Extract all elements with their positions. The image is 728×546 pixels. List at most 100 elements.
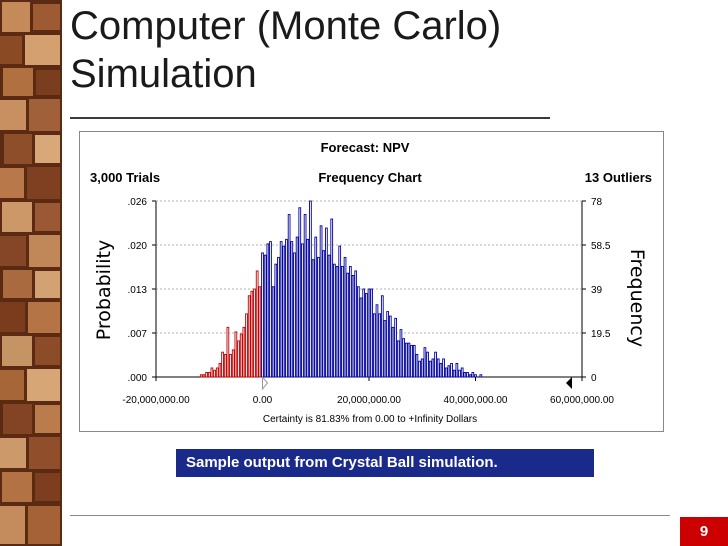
histogram-bar bbox=[202, 374, 206, 378]
histogram-bar bbox=[463, 372, 467, 378]
histogram-bar bbox=[250, 290, 254, 378]
histogram-bar bbox=[247, 295, 251, 378]
histogram-bar bbox=[306, 238, 310, 378]
slide-title: Computer (Monte Carlo) Simulation bbox=[70, 2, 670, 98]
histogram-bar bbox=[362, 288, 366, 378]
left-tick-label: .007 bbox=[128, 329, 148, 340]
histogram-bar bbox=[407, 342, 411, 378]
histogram-bar bbox=[218, 363, 222, 378]
x-tick-label: 20,000,000.00 bbox=[337, 395, 401, 406]
histogram-bar bbox=[474, 374, 477, 378]
histogram-bar bbox=[303, 214, 307, 378]
histogram-bar bbox=[410, 344, 413, 378]
x-tick-label: -20,000,000.00 bbox=[122, 395, 190, 406]
histogram-bar bbox=[205, 372, 208, 378]
histogram-bar bbox=[221, 351, 224, 378]
certainty-text: Certainty is 81.83% from 0.00 to +Infini… bbox=[263, 414, 477, 425]
histogram-bar bbox=[364, 293, 368, 378]
outliers-label: 13 Outliers bbox=[585, 170, 652, 185]
histogram-bar bbox=[418, 360, 421, 378]
histogram-bar bbox=[420, 358, 424, 378]
title-divider bbox=[70, 117, 550, 119]
histogram-bar bbox=[380, 295, 384, 378]
histogram-bar bbox=[466, 372, 469, 378]
histogram-bar bbox=[338, 245, 342, 378]
histogram-bar bbox=[436, 358, 440, 378]
histogram-bar bbox=[229, 353, 232, 378]
histogram-bar bbox=[269, 241, 272, 378]
title-line-2: Simulation bbox=[70, 52, 257, 96]
histogram-bar bbox=[423, 347, 427, 378]
certainty-start-marker[interactable] bbox=[262, 375, 269, 391]
histogram-bar bbox=[301, 243, 304, 378]
histogram-bar bbox=[282, 245, 286, 378]
histogram-bar bbox=[399, 329, 403, 378]
left-tick-label: .026 bbox=[128, 197, 148, 208]
histogram-bar bbox=[468, 374, 472, 378]
certainty-end-marker[interactable] bbox=[566, 377, 572, 389]
right-tick-label: 19.5 bbox=[591, 329, 611, 340]
histogram-bar bbox=[295, 236, 299, 378]
histogram-bar bbox=[434, 351, 437, 378]
histogram-bar bbox=[391, 326, 395, 378]
histogram-bar bbox=[237, 340, 240, 378]
histogram-bar bbox=[285, 238, 288, 378]
histogram-bar bbox=[458, 369, 461, 378]
histogram-bar bbox=[335, 265, 339, 378]
histogram-bar bbox=[404, 342, 408, 378]
histogram-bar bbox=[309, 200, 312, 378]
histogram-bar bbox=[442, 358, 445, 378]
histogram-bar bbox=[402, 338, 405, 378]
histogram-bar bbox=[412, 344, 416, 378]
histogram-bar bbox=[311, 259, 315, 378]
histogram-bar bbox=[314, 236, 318, 378]
caption-box: Sample output from Crystal Ball simulati… bbox=[176, 449, 594, 477]
x-tick-label: 0.00 bbox=[253, 395, 273, 406]
histogram-bar bbox=[447, 365, 451, 378]
histogram-bar bbox=[450, 363, 453, 378]
histogram-bar bbox=[242, 326, 246, 378]
histogram-bar bbox=[271, 286, 275, 378]
histogram-bar bbox=[223, 353, 227, 378]
histogram-bar bbox=[460, 367, 464, 378]
histogram-bar bbox=[455, 363, 459, 378]
left-tick-label: .013 bbox=[128, 285, 148, 296]
histogram-bar bbox=[367, 288, 371, 378]
histogram-bar bbox=[357, 286, 360, 378]
histogram-bar bbox=[428, 360, 432, 378]
histogram-bar bbox=[370, 288, 374, 378]
histogram-bar bbox=[372, 313, 376, 378]
histogram-bar bbox=[479, 374, 483, 378]
histogram-bar bbox=[378, 313, 381, 378]
x-tick-label: 60,000,000.00 bbox=[550, 395, 614, 406]
histogram-bar bbox=[359, 297, 363, 378]
forecast-chart-panel: Forecast: NPV 3,000 Trials Frequency Cha… bbox=[79, 131, 664, 432]
title-line-1: Computer (Monte Carlo) bbox=[70, 4, 502, 48]
chart-subtitle: Frequency Chart bbox=[318, 170, 422, 185]
page-number-badge: 9 bbox=[680, 517, 728, 546]
histogram-bar bbox=[327, 254, 331, 378]
histogram-bar bbox=[341, 265, 344, 378]
histogram-bar bbox=[319, 225, 323, 378]
histogram-bar bbox=[290, 241, 294, 378]
histogram-bar bbox=[354, 270, 358, 378]
histogram-bar bbox=[394, 317, 397, 378]
brick-wall-sidebar bbox=[0, 0, 62, 546]
histogram-bar bbox=[439, 363, 443, 378]
histogram-bar bbox=[471, 372, 475, 378]
chart-title: Forecast: NPV bbox=[321, 140, 410, 155]
footer-divider bbox=[70, 515, 670, 516]
histogram-bar bbox=[388, 315, 392, 378]
histogram-bars bbox=[199, 200, 483, 378]
histogram-bar bbox=[325, 227, 328, 378]
histogram-bar bbox=[210, 367, 214, 378]
histogram-bar bbox=[213, 369, 216, 378]
histogram-bar bbox=[231, 349, 235, 378]
histogram-bar bbox=[287, 214, 291, 378]
histogram-bar bbox=[351, 275, 355, 378]
histogram-bar bbox=[343, 256, 347, 378]
histogram-bar bbox=[277, 256, 280, 378]
histogram-bar bbox=[261, 252, 264, 378]
histogram-bar bbox=[279, 241, 283, 378]
histogram-bar bbox=[274, 263, 278, 378]
